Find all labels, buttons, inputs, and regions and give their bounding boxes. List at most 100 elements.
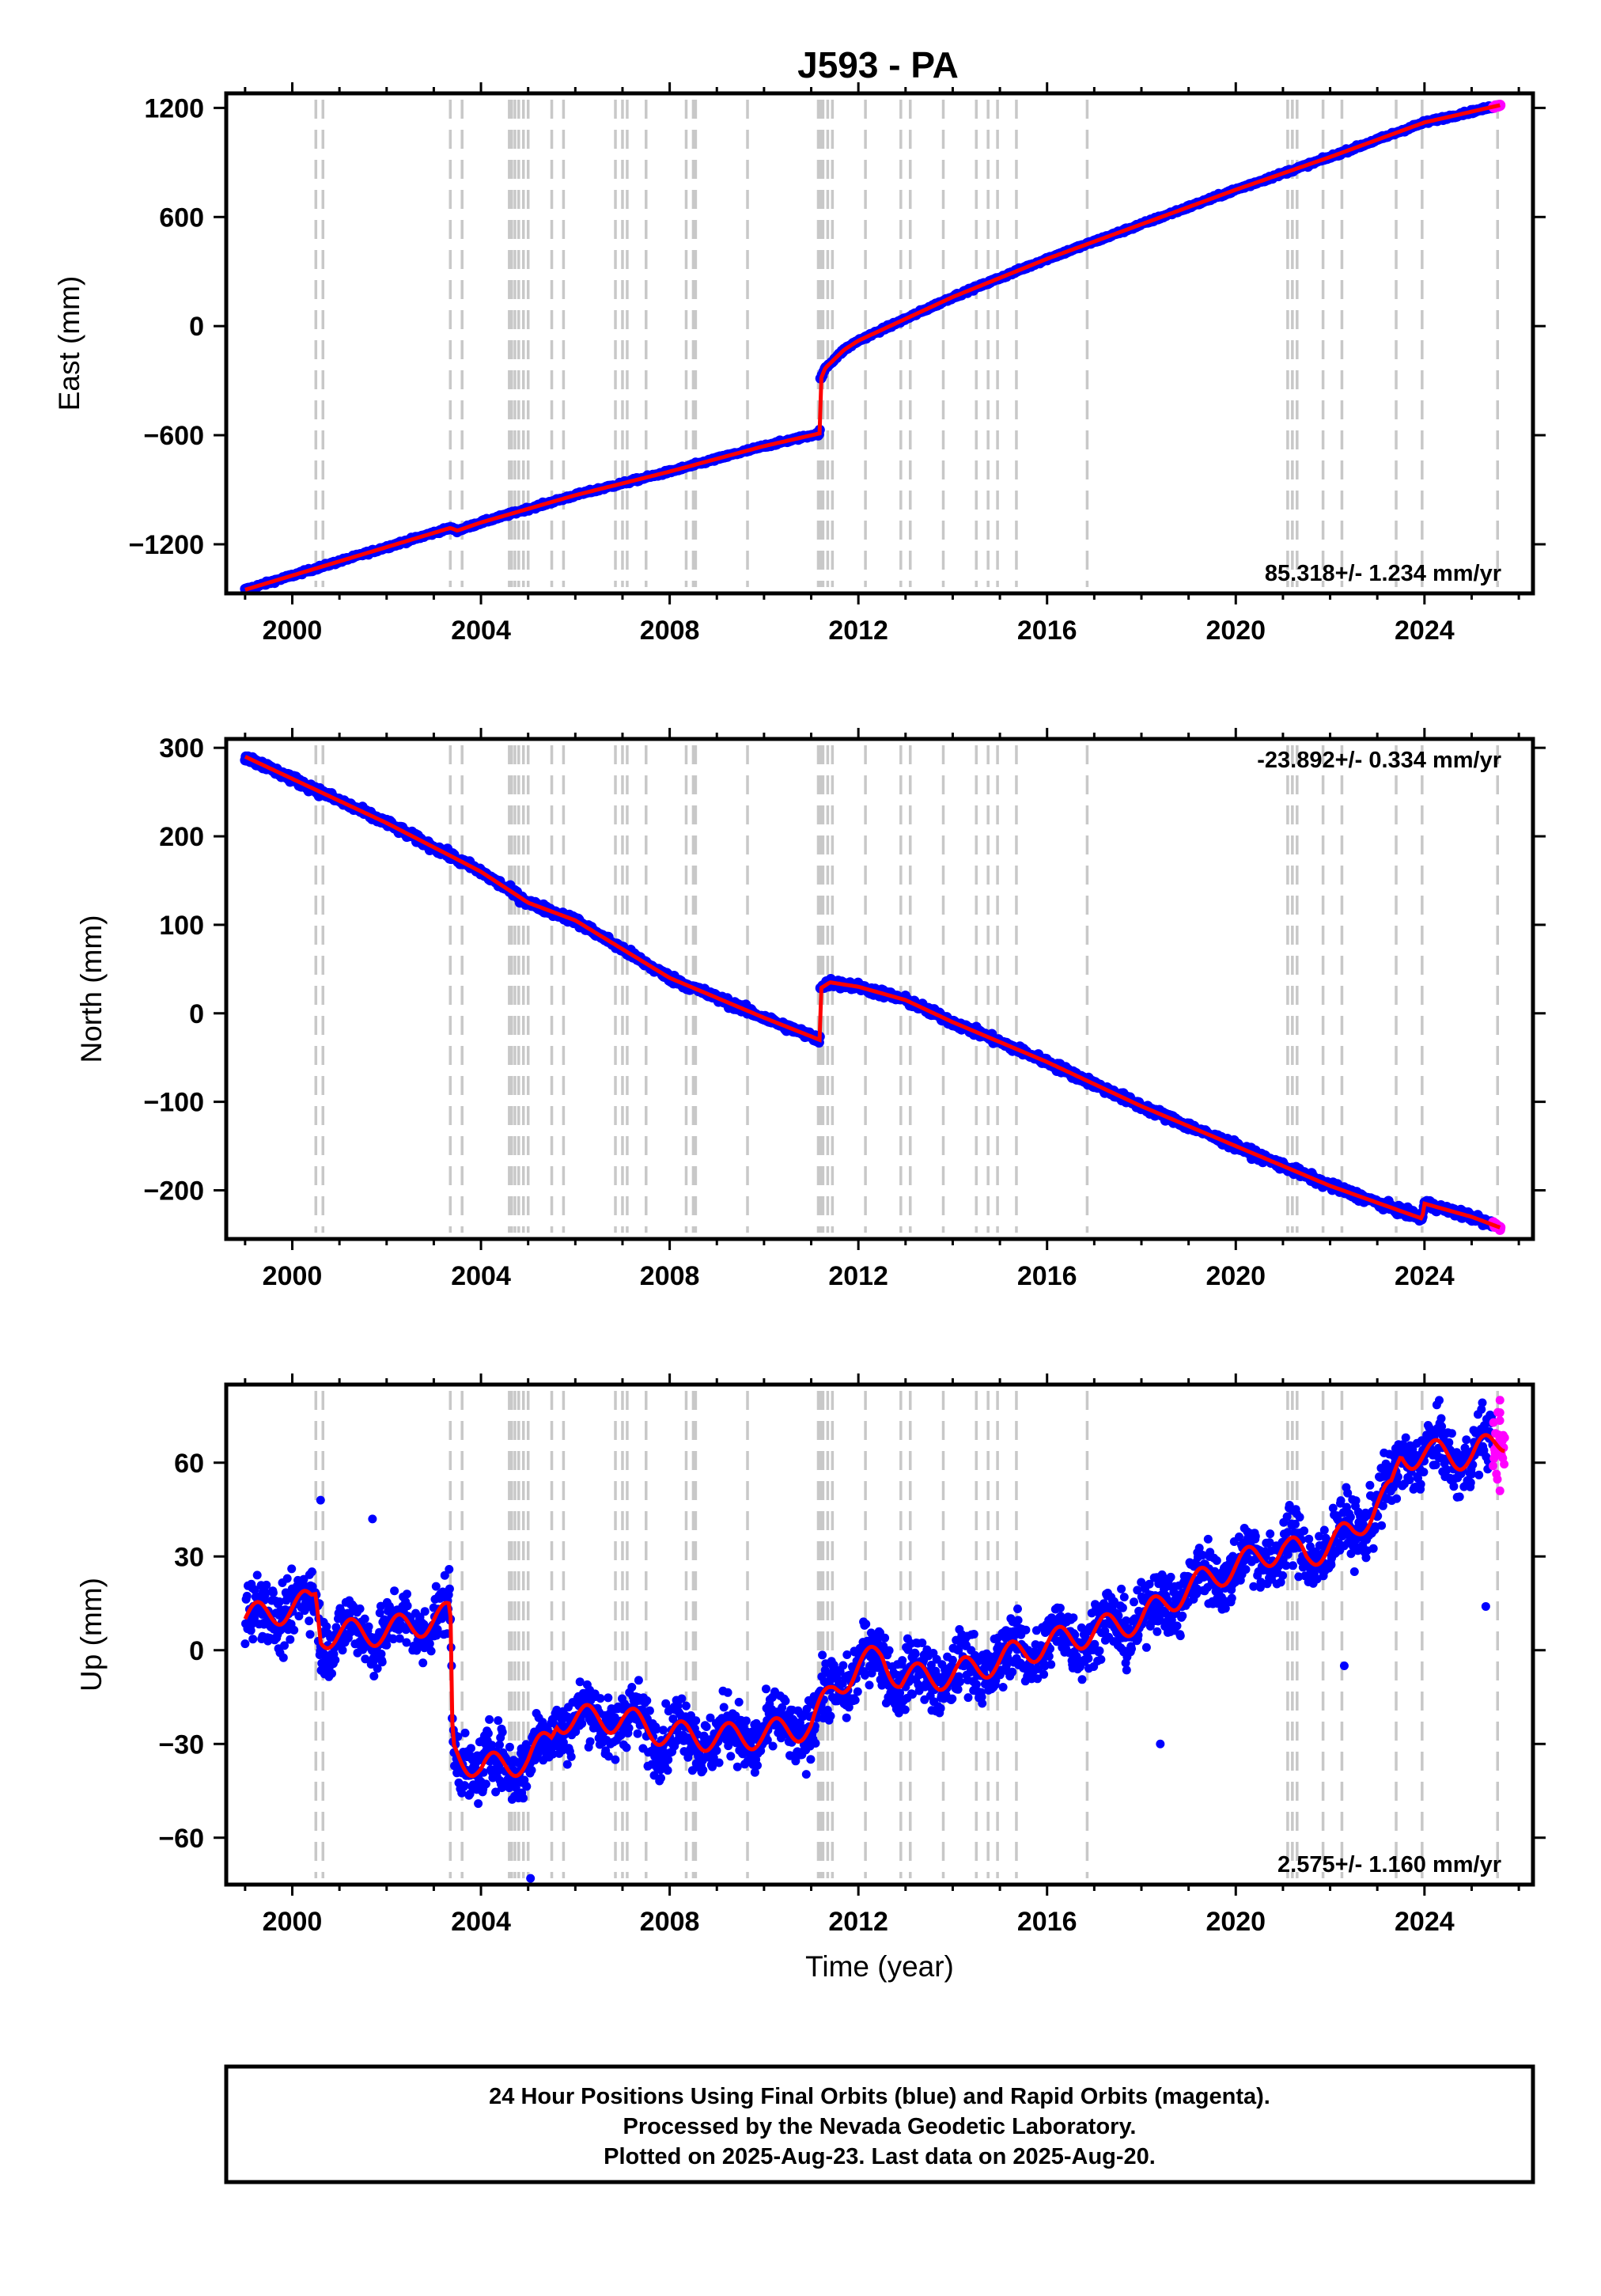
data-point xyxy=(741,1716,751,1726)
data-point xyxy=(865,1680,874,1690)
data-point xyxy=(734,1697,744,1707)
y-tick-label: −1200 xyxy=(129,530,205,560)
data-point xyxy=(681,1701,691,1711)
data-point xyxy=(388,1635,398,1644)
data-point xyxy=(460,1781,469,1790)
data-point xyxy=(485,1714,494,1724)
data-point xyxy=(698,1765,708,1775)
data-point xyxy=(781,1696,790,1706)
data-point xyxy=(262,1580,271,1589)
data-point xyxy=(649,1771,659,1780)
x-tick-label: 2024 xyxy=(1395,616,1455,646)
data-point xyxy=(838,1661,848,1670)
data-point xyxy=(585,1737,595,1746)
data-point xyxy=(327,1669,336,1678)
data-point xyxy=(305,1616,314,1626)
y-tick-label: 0 xyxy=(189,312,204,342)
data-point xyxy=(842,1713,851,1722)
data-point xyxy=(242,1591,252,1601)
data-point xyxy=(274,1597,284,1606)
data-point xyxy=(466,1744,475,1753)
x-tick-label: 2004 xyxy=(451,1261,511,1291)
data-point xyxy=(642,1696,652,1705)
chart-title: J593 - PA xyxy=(797,44,959,85)
data-point xyxy=(377,1650,386,1658)
data-point xyxy=(240,1639,250,1649)
data-point xyxy=(842,1650,852,1659)
data-point xyxy=(268,1588,278,1597)
data-point xyxy=(418,1658,428,1668)
data-point xyxy=(657,1773,665,1783)
data-point xyxy=(668,1714,678,1723)
data-point xyxy=(706,1713,715,1722)
data-point xyxy=(853,1687,862,1696)
data-point xyxy=(282,1574,292,1583)
y-tick-label: 1200 xyxy=(144,93,204,123)
data-point xyxy=(712,1746,721,1756)
y-tick-label: 600 xyxy=(159,203,204,233)
data-point xyxy=(596,1694,605,1703)
data-point xyxy=(403,1601,412,1611)
y-tick-label: 200 xyxy=(159,822,204,852)
data-point xyxy=(380,1615,389,1624)
data-point xyxy=(364,1622,373,1631)
x-tick-label: 2016 xyxy=(1017,1261,1077,1291)
data-point xyxy=(519,1794,528,1803)
data-point xyxy=(420,1607,430,1616)
data-point xyxy=(403,1589,411,1599)
data-point xyxy=(305,1630,315,1639)
data-point xyxy=(280,1641,289,1650)
rate-label: 85.318+/- 1.234 mm/yr xyxy=(1265,561,1501,586)
data-point xyxy=(338,1646,347,1655)
data-point xyxy=(811,1738,820,1748)
data-point xyxy=(527,1765,536,1775)
x-tick-label: 2012 xyxy=(828,1261,888,1291)
data-point xyxy=(652,1725,661,1734)
data-point xyxy=(663,1766,672,1775)
data-point xyxy=(377,1658,387,1667)
data-point xyxy=(290,1625,299,1635)
y-tick-label: −100 xyxy=(143,1088,204,1118)
x-tick-label: 2008 xyxy=(640,1261,700,1291)
y-tick-label: −200 xyxy=(143,1176,204,1206)
data-point xyxy=(498,1727,507,1737)
data-point xyxy=(575,1677,585,1687)
y-axis-label: North (mm) xyxy=(75,915,108,1063)
data-point xyxy=(361,1654,370,1664)
data-points xyxy=(240,1396,1509,1883)
data-point xyxy=(611,1755,620,1764)
x-tick-label: 2004 xyxy=(451,616,511,646)
data-point xyxy=(426,1646,436,1656)
data-point xyxy=(566,1752,576,1761)
data-point xyxy=(390,1586,399,1596)
data-point xyxy=(861,1620,871,1629)
data-point xyxy=(322,1622,331,1631)
data-point xyxy=(248,1635,258,1644)
y-axis-label: East (mm) xyxy=(53,276,85,411)
data-point xyxy=(402,1638,411,1647)
data-point xyxy=(624,1723,634,1733)
rate-label: -23.892+/- 0.334 mm/yr xyxy=(1257,748,1501,773)
x-tick-label: 2016 xyxy=(1017,616,1077,646)
data-point xyxy=(373,1664,382,1673)
data-point xyxy=(627,1683,637,1692)
data-point xyxy=(801,1770,811,1779)
data-point xyxy=(257,1610,267,1619)
data-point xyxy=(562,1760,572,1769)
data-point xyxy=(425,1639,434,1648)
data-point xyxy=(369,1672,379,1680)
data-point xyxy=(355,1604,365,1613)
event-lines xyxy=(314,100,1500,587)
data-point xyxy=(732,1762,742,1771)
x-tick-label: 2000 xyxy=(263,1261,323,1291)
data-point xyxy=(709,1753,718,1762)
data-point xyxy=(791,1756,800,1766)
data-point xyxy=(294,1612,304,1621)
data-point xyxy=(691,1716,701,1726)
plot-frame xyxy=(224,737,1535,1241)
data-point xyxy=(487,1741,497,1750)
data-point xyxy=(768,1741,778,1751)
x-tick-label: 2012 xyxy=(828,616,888,646)
data-point xyxy=(250,1586,259,1594)
